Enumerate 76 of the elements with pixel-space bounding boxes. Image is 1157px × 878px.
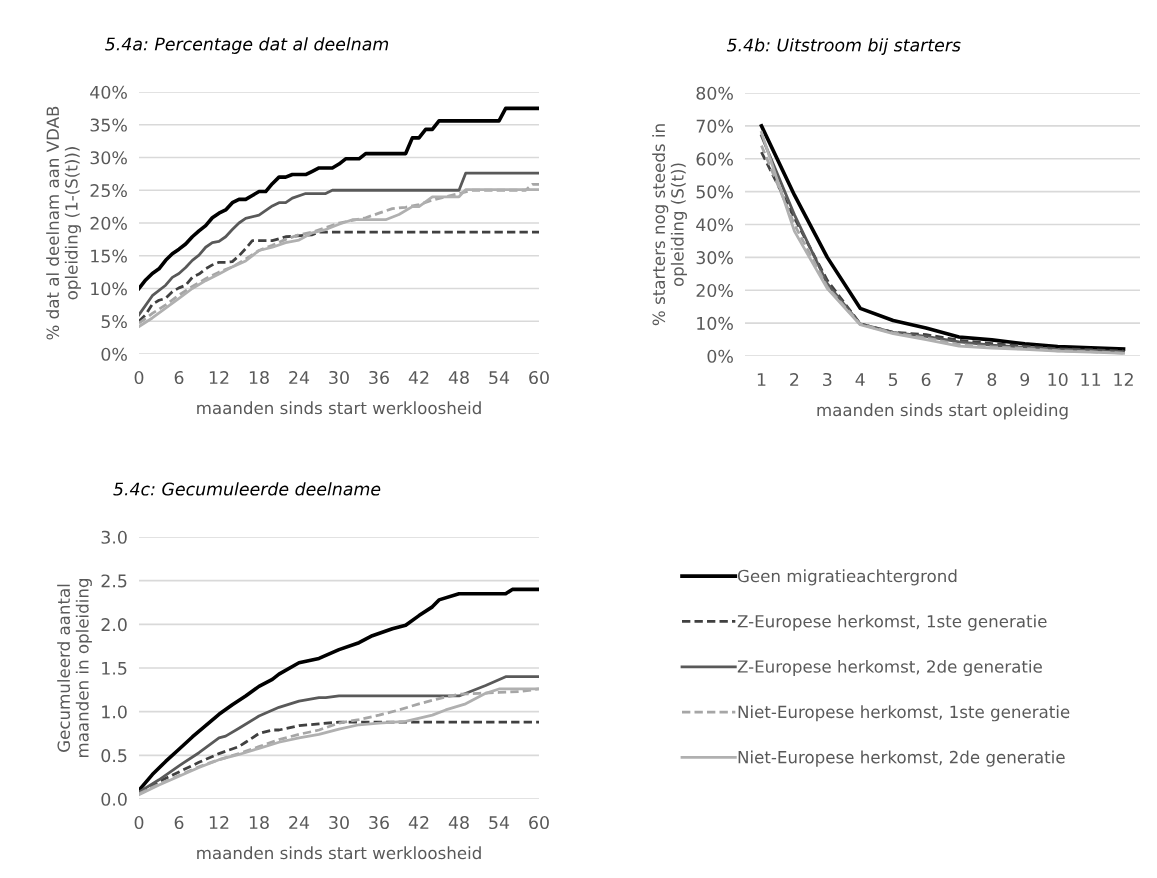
x-tick-label: 18: [249, 370, 269, 385]
chart-title: 5.4b: Uitstroom bij starters: [726, 38, 961, 55]
line-series: [139, 230, 539, 323]
y-axis-title: % starters nog steeds in opleiding (S(t)): [652, 124, 687, 326]
y-tick-label: 0%: [101, 347, 127, 361]
x-axis-title: maanden sinds start werkloosheid: [197, 401, 481, 415]
x-tick-label: 48: [448, 815, 469, 830]
x-tick-label: 6: [174, 370, 184, 385]
y-tick-label: 15%: [91, 249, 127, 263]
legend-label: Z-Europese herkomst, 2de generatie: [737, 659, 1042, 677]
y-tick-label: 2.0: [101, 618, 127, 632]
x-axis-title: maanden sinds start opleiding: [817, 403, 1068, 420]
x-tick-label: 12: [1114, 372, 1133, 386]
x-tick-label: 2: [790, 372, 799, 386]
x-tick-label: 36: [369, 370, 389, 385]
y-tick-label: 25%: [90, 183, 127, 198]
x-tick-label: 24: [289, 370, 310, 384]
legend-label: Z-Europese herkomst, 1ste generatie: [737, 614, 1047, 631]
y-tick-label: 20%: [90, 216, 127, 230]
x-tick-label: 12: [209, 370, 229, 384]
x-tick-label: 36: [369, 815, 389, 830]
legend-label: Niet-Europese herkomst, 1ste generatie: [738, 705, 1070, 722]
y-tick-label: 80%: [696, 86, 733, 100]
x-tick-label: 18: [249, 815, 269, 830]
x-tick-label: 48: [448, 370, 469, 385]
line-series: [139, 587, 539, 793]
y-axis-title: % dat al deelnam aan VDAB opleiding (1-(S(t))): [46, 106, 81, 340]
y-tick-label: 30%: [696, 251, 733, 265]
y-tick-label: 1.5: [102, 661, 127, 675]
y-tick-label: 0%: [707, 349, 733, 363]
x-tick-label: 10: [1048, 372, 1068, 387]
y-tick-label: 10%: [697, 316, 733, 330]
x-tick-label: 42: [408, 815, 429, 829]
x-tick-label: 60: [529, 815, 549, 830]
x-tick-label: 30: [329, 370, 349, 385]
y-tick-label: 3.0: [101, 530, 127, 544]
y-tick-label: 35%: [90, 118, 127, 132]
x-tick-label: 0: [134, 370, 144, 385]
line-series: [139, 106, 539, 291]
chart-title: 5.4a: Percentage dat al deelnam: [105, 37, 389, 54]
y-tick-label: 40%: [90, 85, 127, 99]
x-tick-label: 6: [174, 815, 184, 830]
x-tick-label: 4: [855, 373, 865, 386]
x-tick-label: 5: [888, 373, 898, 387]
x-tick-label: 30: [329, 815, 349, 830]
x-tick-label: 7: [954, 373, 963, 386]
x-axis-title: maanden sinds start werkloosheid: [197, 846, 481, 860]
x-tick-label: 11: [1081, 373, 1101, 386]
y-tick-label: 1.0: [102, 705, 127, 719]
x-tick-label: 9: [1020, 372, 1030, 387]
y-tick-label: 0.5: [101, 749, 127, 763]
x-tick-label: 3: [823, 372, 832, 387]
x-tick-label: 54: [489, 816, 510, 830]
y-tick-label: 2.5: [101, 574, 127, 588]
y-tick-label: 40%: [696, 218, 733, 232]
legend-label: Geen migratieachtergrond: [737, 569, 957, 586]
y-tick-label: 10%: [91, 282, 127, 296]
x-tick-label: 6: [921, 372, 931, 387]
y-tick-label: 70%: [696, 119, 733, 133]
x-tick-label: 54: [489, 371, 510, 385]
y-tick-label: 60%: [696, 152, 733, 166]
x-tick-label: 24: [289, 815, 310, 829]
y-tick-label: 0.0: [101, 792, 127, 806]
y-tick-label: 30%: [90, 151, 127, 165]
x-tick-label: 42: [408, 370, 429, 384]
y-tick-label: 5%: [101, 314, 127, 329]
x-tick-label: 12: [209, 815, 229, 829]
y-tick-label: 50%: [696, 185, 733, 199]
x-tick-label: 0: [134, 815, 144, 830]
legend-label: Niet-Europese herkomst, 2de generatie: [738, 750, 1065, 767]
y-axis-title: Gecumuleerd aantal maanden in opleiding: [57, 578, 92, 758]
y-tick-label: 20%: [696, 283, 733, 298]
x-tick-label: 60: [529, 370, 549, 385]
x-tick-label: 1: [757, 373, 766, 386]
x-tick-label: 8: [987, 372, 997, 387]
chart-title: 5.4c: Gecumuleerde deelname: [113, 482, 381, 496]
